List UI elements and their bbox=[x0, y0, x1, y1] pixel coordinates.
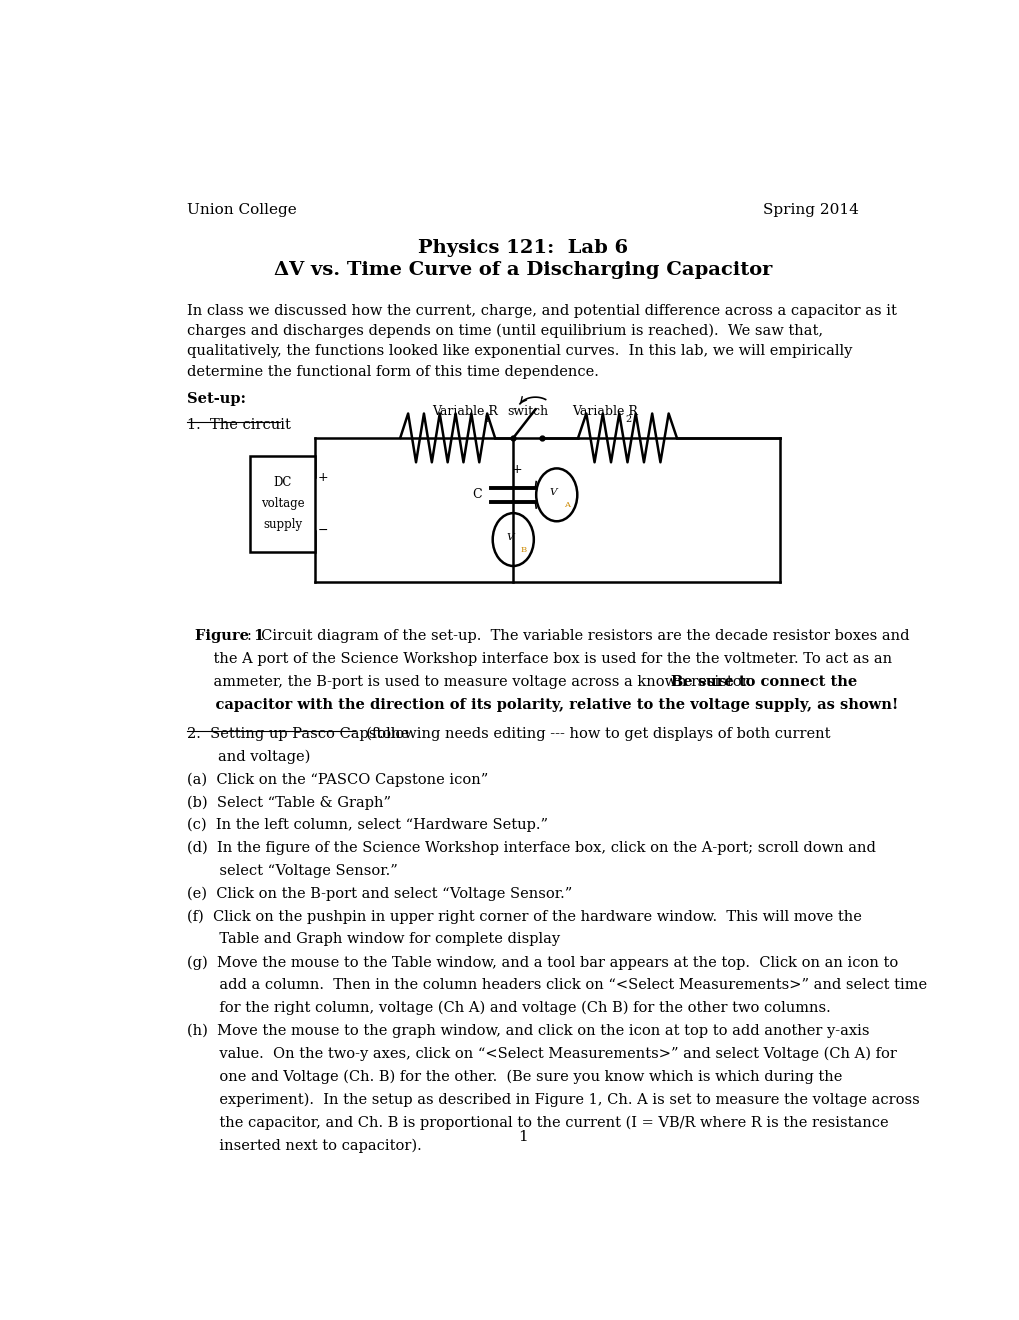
Text: 2.  Setting up Pasco Capstone: 2. Setting up Pasco Capstone bbox=[186, 726, 409, 741]
Text: inserted next to capacitor).: inserted next to capacitor). bbox=[186, 1138, 421, 1152]
Text: Spring 2014: Spring 2014 bbox=[762, 203, 858, 216]
Text: (f)  Click on the pushpin in upper right corner of the hardware window.  This wi: (f) Click on the pushpin in upper right … bbox=[186, 909, 861, 924]
Text: 2: 2 bbox=[625, 414, 631, 424]
FancyBboxPatch shape bbox=[250, 457, 315, 552]
Text: V: V bbox=[505, 533, 514, 543]
Text: (h)  Move the mouse to the graph window, and click on the icon at top to add ano: (h) Move the mouse to the graph window, … bbox=[186, 1024, 868, 1039]
Text: Figure 1: Figure 1 bbox=[195, 630, 264, 643]
Text: :  Circuit diagram of the set-up.  The variable resistors are the decade resisto: : Circuit diagram of the set-up. The var… bbox=[247, 630, 909, 643]
Text: Physics 121:  Lab 6: Physics 121: Lab 6 bbox=[417, 239, 628, 256]
Text: In class we discussed how the current, charge, and potential difference across a: In class we discussed how the current, c… bbox=[186, 304, 896, 379]
Text: select “Voltage Sensor.”: select “Voltage Sensor.” bbox=[186, 863, 397, 878]
Text: switch: switch bbox=[506, 405, 547, 417]
Text: Set-up:: Set-up: bbox=[186, 392, 246, 407]
Text: ammeter, the B-port is used to measure voltage across a known resistor.: ammeter, the B-port is used to measure v… bbox=[195, 675, 755, 689]
Text: (b)  Select “Table & Graph”: (b) Select “Table & Graph” bbox=[186, 795, 390, 809]
Text: (e)  Click on the B-port and select “Voltage Sensor.”: (e) Click on the B-port and select “Volt… bbox=[186, 887, 572, 902]
Text: one and Voltage (Ch. B) for the other.  (Be sure you know which is which during : one and Voltage (Ch. B) for the other. (… bbox=[186, 1069, 842, 1084]
Text: Table and Graph window for complete display: Table and Graph window for complete disp… bbox=[186, 932, 559, 946]
Text: capacitor with the direction of its polarity, relative to the voltage supply, as: capacitor with the direction of its pola… bbox=[195, 697, 897, 711]
Text: DC: DC bbox=[273, 477, 291, 490]
Text: −: − bbox=[317, 524, 328, 537]
Text: (g)  Move the mouse to the Table window, and a tool bar appears at the top.  Cli: (g) Move the mouse to the Table window, … bbox=[186, 956, 897, 970]
Text: C: C bbox=[472, 488, 481, 502]
Text: 1: 1 bbox=[518, 1130, 527, 1144]
Text: voltage: voltage bbox=[261, 498, 304, 511]
Text: B: B bbox=[520, 545, 526, 553]
Text: (a)  Click on the “PASCO Capstone icon”: (a) Click on the “PASCO Capstone icon” bbox=[186, 772, 487, 787]
Text: the A port of the Science Workshop interface box is used for the the voltmeter. : the A port of the Science Workshop inter… bbox=[195, 652, 891, 665]
Text: Union College: Union College bbox=[186, 203, 297, 216]
Text: experiment).  In the setup as described in Figure 1, Ch. A is set to measure the: experiment). In the setup as described i… bbox=[186, 1093, 919, 1107]
Text: ΔV vs. Time Curve of a Discharging Capacitor: ΔV vs. Time Curve of a Discharging Capac… bbox=[273, 261, 771, 279]
Text: add a column.  Then in the column headers click on “<Select Measurements>” and s: add a column. Then in the column headers… bbox=[186, 978, 926, 993]
Text: the capacitor, and Ch. B is proportional to the current (I = VB/R where R is the: the capacitor, and Ch. B is proportional… bbox=[186, 1115, 888, 1130]
Text: for the right column, voltage (Ch A) and voltage (Ch B) for the other two column: for the right column, voltage (Ch A) and… bbox=[186, 1001, 829, 1015]
Text: 1.  The circuit: 1. The circuit bbox=[186, 417, 290, 432]
Text: (d)  In the figure of the Science Workshop interface box, click on the A-port; s: (d) In the figure of the Science Worksho… bbox=[186, 841, 874, 855]
Text: Variable R: Variable R bbox=[572, 405, 637, 417]
Text: A: A bbox=[564, 502, 570, 510]
Text: (following needs editing --- how to get displays of both current: (following needs editing --- how to get … bbox=[357, 726, 829, 741]
Text: value.  On the two-y axes, click on “<Select Measurements>” and select Voltage (: value. On the two-y axes, click on “<Sel… bbox=[186, 1047, 896, 1061]
Text: +: + bbox=[512, 463, 522, 477]
Text: (c)  In the left column, select “Hardware Setup.”: (c) In the left column, select “Hardware… bbox=[186, 818, 547, 833]
Text: +: + bbox=[317, 471, 328, 483]
Text: 1: 1 bbox=[484, 414, 490, 424]
Text: and voltage): and voltage) bbox=[218, 750, 311, 764]
Text: Variable R: Variable R bbox=[431, 405, 497, 417]
Text: V: V bbox=[549, 488, 556, 498]
Text: Be sure to connect the: Be sure to connect the bbox=[671, 675, 857, 689]
Text: supply: supply bbox=[263, 519, 302, 532]
